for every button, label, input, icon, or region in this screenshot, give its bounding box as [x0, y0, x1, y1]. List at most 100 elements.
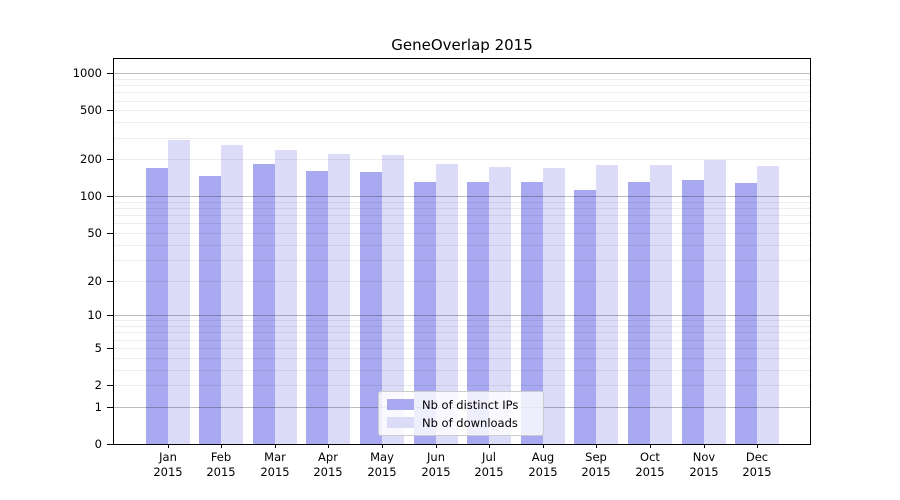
x-tick-mark	[650, 444, 651, 448]
x-tick-label: Apr 2015	[313, 450, 343, 479]
gridline-minor	[114, 159, 810, 161]
y-tick-label: 10	[87, 308, 102, 323]
gridline-minor	[114, 233, 810, 234]
y-tick-mark	[107, 406, 113, 408]
x-tick-label: Feb 2015	[206, 450, 236, 479]
legend-label-downloads: Nb of downloads	[422, 415, 518, 430]
bar-distinct-ips	[628, 182, 650, 444]
bar-downloads	[650, 164, 672, 444]
x-tick-mark	[596, 444, 597, 448]
bar-distinct-ips	[682, 180, 704, 444]
gridline-major	[114, 315, 810, 317]
gridline-minor	[114, 78, 810, 80]
bar-distinct-ips	[199, 175, 221, 444]
legend-item-distinct-ips: Nb of distinct IPs	[387, 398, 535, 412]
y-tick-mark	[107, 444, 113, 445]
x-tick-mark	[328, 444, 329, 448]
bar-downloads	[543, 168, 565, 444]
bar-downloads	[436, 163, 458, 444]
gridline-minor	[114, 280, 810, 282]
x-tick-mark	[757, 444, 758, 448]
legend-swatch-distinct-ips	[387, 399, 414, 410]
x-tick-label: Sep 2015	[581, 450, 611, 479]
y-tick-mark	[107, 110, 113, 112]
gridline-minor	[114, 85, 810, 87]
x-tick-label: Jan 2015	[153, 450, 183, 479]
legend: Nb of distinct IPs Nb of downloads	[378, 391, 544, 436]
x-tick-mark	[543, 444, 544, 448]
bar-distinct-ips	[521, 182, 543, 444]
gridline-minor	[114, 92, 810, 94]
x-tick-label: Jun 2015	[421, 450, 451, 479]
bar-distinct-ips	[360, 172, 382, 444]
bar-distinct-ips	[306, 170, 328, 444]
y-tick-label: 5	[94, 340, 102, 355]
x-tick-mark	[489, 444, 490, 448]
x-tick-label: Mar 2015	[260, 450, 290, 479]
gridline-major	[114, 73, 810, 75]
y-tick-mark	[107, 196, 113, 198]
y-tick-label: 1	[94, 399, 102, 414]
bar-downloads	[489, 166, 511, 444]
bar-distinct-ips	[414, 182, 436, 444]
gridline-minor	[114, 137, 810, 139]
x-tick-label: Jul 2015	[474, 450, 504, 479]
y-tick-mark	[107, 347, 113, 349]
y-tick-label: 50	[87, 226, 102, 240]
bar-distinct-ips	[146, 168, 168, 444]
x-tick-mark	[436, 444, 437, 448]
y-tick-label: 2	[94, 378, 102, 393]
bar-distinct-ips	[467, 182, 489, 444]
x-tick-label: Dec 2015	[742, 450, 772, 479]
x-tick-label: Aug 2015	[528, 450, 558, 479]
chart-title: GeneOverlap 2015	[391, 36, 533, 54]
y-tick-mark	[107, 280, 113, 282]
y-tick-label: 500	[80, 103, 102, 118]
y-tick-mark	[107, 73, 113, 75]
y-tick-label: 100	[80, 189, 102, 204]
gridline-minor	[114, 215, 810, 217]
x-tick-mark	[168, 444, 169, 448]
bar-downloads	[168, 140, 190, 444]
bar-downloads	[596, 165, 618, 444]
bar-downloads	[221, 145, 243, 444]
gridline-major	[114, 196, 810, 198]
x-tick-label: Oct 2015	[635, 450, 665, 479]
bar-downloads	[757, 166, 779, 444]
legend-item-downloads: Nb of downloads	[387, 416, 535, 430]
bar-distinct-ips	[574, 189, 596, 444]
bar-downloads	[275, 149, 297, 444]
gridline-minor	[114, 100, 810, 102]
y-tick-label: 0	[94, 437, 102, 451]
gridline-minor	[114, 347, 810, 349]
gridline-minor	[114, 339, 810, 341]
y-tick-label: 1000	[72, 66, 102, 81]
y-tick-mark	[107, 233, 113, 234]
bar-downloads	[704, 160, 726, 444]
plot-area	[113, 58, 811, 445]
x-tick-mark	[221, 444, 222, 448]
x-tick-mark	[275, 444, 276, 448]
y-tick-mark	[107, 385, 113, 387]
bar-downloads	[328, 153, 350, 444]
x-tick-mark	[382, 444, 383, 448]
y-tick-label: 200	[80, 152, 102, 167]
gridline-minor	[114, 202, 810, 203]
gridline-minor	[114, 320, 810, 322]
legend-label-distinct-ips: Nb of distinct IPs	[422, 397, 519, 412]
y-tick-mark	[107, 159, 113, 161]
gridline-minor	[114, 326, 810, 328]
gridline-minor	[114, 357, 810, 359]
gridline-minor	[114, 385, 810, 387]
y-tick-mark	[107, 315, 113, 317]
x-tick-label: Nov 2015	[689, 450, 719, 479]
gridline-minor	[114, 223, 810, 225]
bar-downloads	[382, 154, 404, 444]
y-tick-label: 20	[87, 273, 102, 288]
gridline-minor	[114, 259, 810, 261]
bar-distinct-ips	[253, 163, 275, 444]
gridline-minor	[114, 369, 810, 371]
gridline-minor	[114, 208, 810, 210]
gridline-minor	[114, 110, 810, 112]
